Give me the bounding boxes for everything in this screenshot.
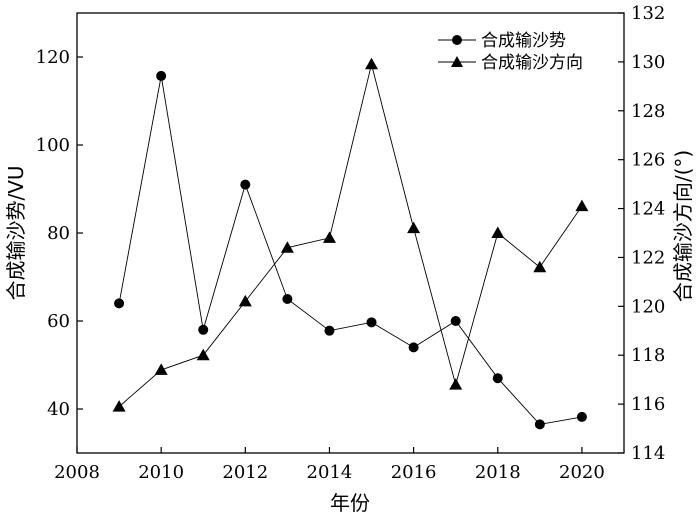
- legend-label-sediment-direction: 合成输沙方向: [481, 53, 583, 73]
- data-point-triangle: [449, 378, 463, 390]
- data-point-triangle: [154, 363, 168, 375]
- data-point-circle: [114, 298, 125, 309]
- x-tick-label: 2014: [307, 462, 353, 483]
- data-point-triangle: [238, 294, 252, 307]
- x-axis-ticks: 2008 2010 2012 2014 2016 2018 2020: [54, 447, 605, 483]
- data-point-circle: [324, 325, 335, 336]
- right-y-tick-label: 132: [631, 3, 665, 24]
- data-point-circle: [492, 373, 503, 384]
- x-tick-label: 2008: [54, 462, 100, 483]
- right-y-tick-label: 114: [631, 443, 665, 464]
- x-tick-label: 2020: [559, 462, 605, 483]
- series-line-0: [118, 75, 582, 425]
- data-point-triangle: [196, 348, 210, 361]
- data-point-circle: [156, 70, 167, 81]
- data-point-triangle: [112, 400, 126, 412]
- data-point-triangle: [280, 241, 294, 253]
- data-point-circle: [198, 324, 209, 335]
- series-line-1: [118, 64, 583, 407]
- data-point-circle: [450, 316, 461, 326]
- data-point-triangle: [323, 231, 336, 243]
- x-tick-label: 2010: [138, 462, 184, 483]
- data-point-circle: [282, 294, 293, 304]
- left-y-tick-label: 80: [47, 223, 70, 244]
- right-y-tick-label: 128: [631, 101, 665, 122]
- data-point-triangle: [365, 57, 378, 70]
- right-y-axis-ticks: 114 116 118 120 122 124 126 128 130 132: [618, 3, 665, 464]
- x-tick-label: 2016: [391, 462, 437, 483]
- x-tick-label: 2018: [475, 462, 521, 483]
- legend-marker-triangle: [451, 56, 463, 67]
- data-point-circle: [534, 419, 545, 430]
- right-y-tick-label: 124: [631, 199, 665, 220]
- data-point-triangle: [533, 260, 547, 273]
- data-point-triangle: [407, 221, 421, 234]
- right-y-tick-label: 126: [631, 150, 665, 171]
- left-y-tick-label: 100: [36, 135, 70, 156]
- x-tick-label: 2012: [222, 462, 268, 483]
- data-point-circle: [576, 411, 587, 422]
- left-y-tick-label: 120: [36, 47, 70, 68]
- right-y-axis-title: 合成输沙方向/(°): [671, 150, 695, 302]
- left-y-tick-label: 60: [47, 311, 70, 332]
- legend-marker-circle: [452, 35, 462, 45]
- left-y-axis-ticks: 40 60 80 100 120: [36, 47, 83, 420]
- right-y-tick-label: 122: [631, 247, 665, 268]
- legend: 合成输沙势 合成输沙方向: [438, 31, 583, 73]
- right-y-tick-label: 120: [631, 296, 665, 317]
- data-point-triangle: [575, 199, 589, 212]
- data-point-circle: [240, 179, 251, 190]
- right-y-tick-label: 118: [631, 345, 665, 366]
- right-y-tick-label: 130: [631, 52, 665, 73]
- left-y-tick-label: 40: [47, 399, 70, 420]
- right-y-tick-label: 116: [631, 394, 665, 415]
- left-y-axis-title: 合成输沙势/VU: [4, 165, 28, 300]
- legend-label-sediment-potential: 合成输沙势: [481, 31, 566, 51]
- x-axis-title: 年份: [330, 491, 370, 515]
- data-point-circle: [408, 342, 419, 353]
- data-point-triangle: [491, 226, 505, 238]
- series-layer: [112, 57, 589, 430]
- data-point-circle: [366, 317, 377, 328]
